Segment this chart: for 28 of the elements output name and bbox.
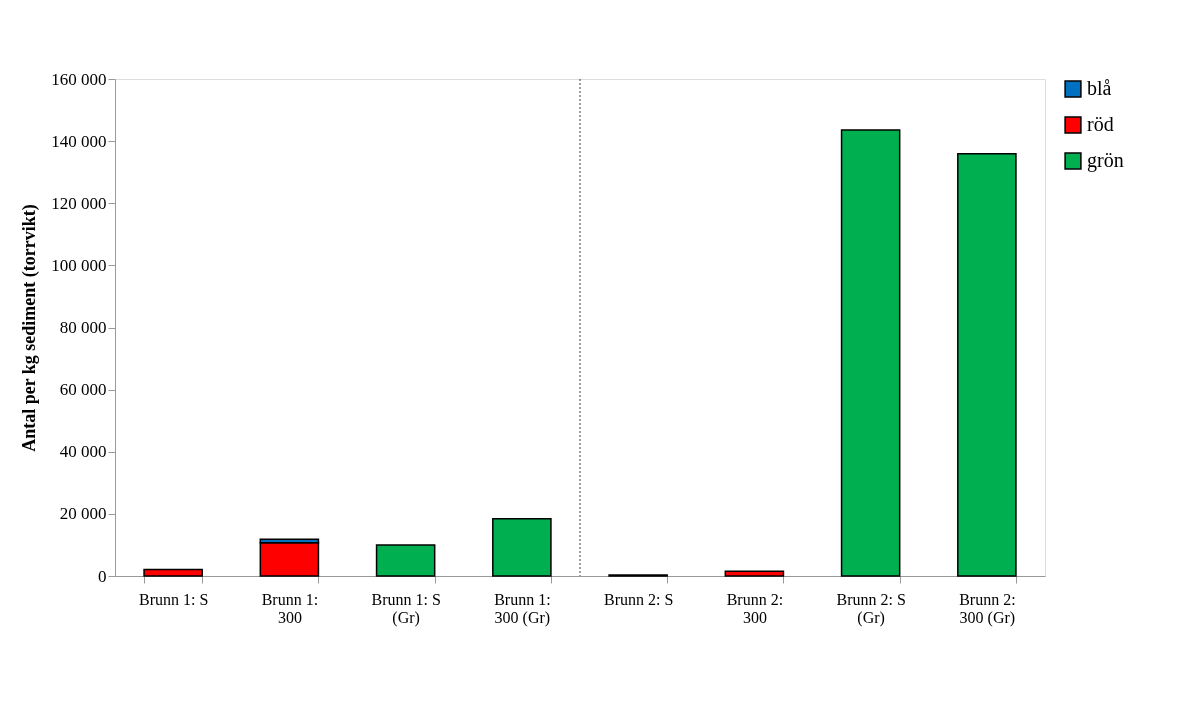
x-tick-label: Brunn 2: 300: [726, 590, 784, 626]
y-tick-label: 60 000: [59, 380, 107, 400]
bar: [375, 544, 436, 577]
x-tick-label: Brunn 2: S (Gr): [836, 590, 906, 627]
bar: [259, 542, 320, 577]
y-tick-label: 160 000: [51, 69, 107, 89]
x-tick-label: Brunn 1: 300 (Gr): [494, 590, 551, 627]
x-tick-label: Brunn 1: S (Gr): [371, 590, 441, 627]
y-tick-label: 80 000: [59, 318, 107, 337]
y-tick-label: 0: [98, 566, 107, 586]
x-tick-label: Brunn 1: S: [138, 590, 209, 608]
bar: [492, 518, 552, 577]
bar: [957, 153, 1017, 577]
legend-label: blå: [1087, 77, 1112, 99]
bar: [724, 570, 785, 577]
y-axis-title: Antal per kg sediment (torrvikt): [19, 204, 41, 452]
x-tick-label: Brunn 2: 300 (Gr): [959, 590, 1016, 627]
x-tick-label: Brunn 1: 300: [261, 590, 319, 626]
y-tick-label: 40 000: [59, 442, 107, 462]
legend-label: röd: [1087, 113, 1114, 135]
legend-label: grön: [1087, 149, 1124, 172]
y-tick-label: 120 000: [51, 193, 107, 213]
y-tick-label: 20 000: [59, 504, 107, 524]
y-tick-label: 140 000: [51, 131, 107, 151]
bar: [143, 568, 203, 577]
x-tick-label: Brunn 2: S: [603, 590, 674, 608]
bar: [840, 129, 901, 577]
y-tick-label: 100 000: [51, 255, 107, 275]
